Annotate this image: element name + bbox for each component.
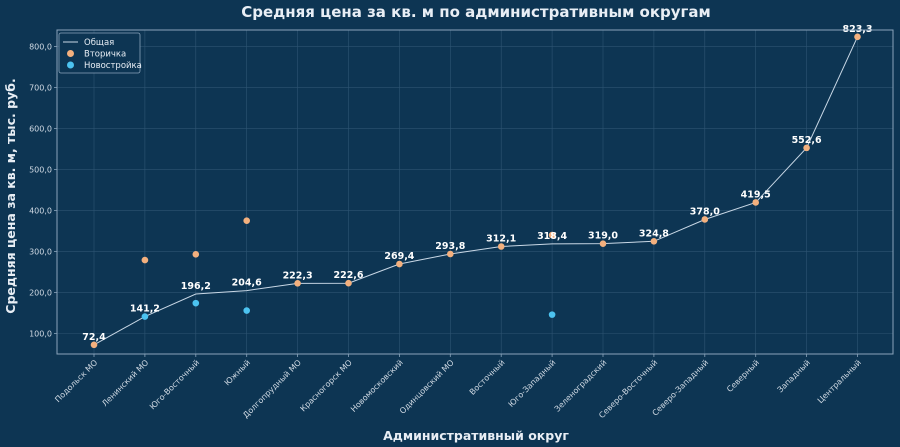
data-label: 204,6 xyxy=(232,278,262,289)
legend: Общая Вторичка Новостройка xyxy=(58,32,142,74)
data-label: 222,3 xyxy=(283,270,313,281)
point-newbuild xyxy=(243,307,250,314)
x-tick-label: Восточный xyxy=(468,358,507,397)
data-label: 269,4 xyxy=(384,251,414,262)
data-labels: 72,4 141,2 196,2 204,6 222,3 222,6 269,4 293,8 3… xyxy=(82,24,872,343)
point-secondary xyxy=(294,280,301,287)
x-tick-label: Центральный xyxy=(816,358,863,405)
x-tick-label: Долгопрудный МО xyxy=(241,358,303,420)
legend-item-general: Общая xyxy=(84,38,114,48)
x-tick-label: Северный xyxy=(725,358,761,394)
series-points xyxy=(90,33,861,349)
point-secondary xyxy=(650,237,658,245)
y-tick-label: 500,0 xyxy=(29,165,52,174)
data-label: 823,3 xyxy=(842,24,872,35)
point-secondary xyxy=(752,199,759,206)
y-tick-label: 800,0 xyxy=(29,42,52,51)
data-label: 72,4 xyxy=(82,332,106,343)
y-tick-label: 400,0 xyxy=(29,206,52,215)
data-label: 378,0 xyxy=(690,206,720,217)
y-tick-label: 600,0 xyxy=(29,124,52,133)
point-newbuild xyxy=(548,311,556,318)
point-secondary xyxy=(803,144,810,152)
x-tick-label: Красногорск МО xyxy=(299,358,354,413)
legend-dot-newbuild xyxy=(67,61,74,69)
point-secondary xyxy=(599,240,607,247)
legend-box xyxy=(58,32,141,74)
data-label: 196,2 xyxy=(181,281,211,292)
point-secondary xyxy=(90,341,98,349)
x-tick-label: Западный xyxy=(776,358,812,394)
point-secondary xyxy=(854,33,861,41)
x-tick-label: Зеленоградский xyxy=(553,358,609,414)
x-tick-label: Юго-Восточный xyxy=(148,358,201,411)
grid xyxy=(57,30,893,354)
legend-item-newbuild: Новостройка xyxy=(84,61,142,71)
series-line xyxy=(93,36,858,346)
y-axis-ticks: 100,0 200,0 300,0 400,0 500,0 600,0 700,0 800,0 xyxy=(29,42,57,338)
data-label: 419,5 xyxy=(741,189,771,200)
x-tick-label: Подольск МО xyxy=(53,358,99,404)
data-label: 293,8 xyxy=(435,241,465,252)
legend-dot-secondary xyxy=(67,50,74,57)
data-label: 141,2 xyxy=(130,304,160,315)
point-secondary xyxy=(548,231,556,239)
point-secondary xyxy=(497,243,505,250)
point-newbuild xyxy=(141,313,149,320)
point-secondary xyxy=(701,216,709,223)
x-tick-label: Новомосковский xyxy=(349,358,405,414)
x-tick-label: Южный xyxy=(223,358,252,387)
data-label: 324,8 xyxy=(639,228,669,239)
y-tick-label: 100,0 xyxy=(29,329,52,338)
point-secondary xyxy=(447,250,454,258)
data-label: 222,6 xyxy=(333,270,363,281)
point-secondary xyxy=(345,279,352,287)
point-newbuild xyxy=(192,299,200,307)
chart-title: Средняя цена за кв. м по административны… xyxy=(241,3,711,21)
x-tick-label: Ленинский МО xyxy=(100,358,150,408)
x-axis-label: Административный округ xyxy=(383,428,569,443)
data-label: 312,1 xyxy=(486,234,516,245)
y-tick-label: 200,0 xyxy=(29,288,52,297)
data-label: 319,0 xyxy=(588,231,618,242)
y-axis-label: Средняя цена за кв. м, тыс. руб. xyxy=(3,78,18,313)
point-secondary xyxy=(192,251,200,258)
legend-item-secondary: Вторичка xyxy=(84,50,126,60)
x-tick-label: Одинцовский МО xyxy=(398,358,456,416)
data-label: 318,4 xyxy=(537,231,567,242)
x-tick-label: Юго-Западный xyxy=(507,358,558,409)
x-tick-label: Северо-Западный xyxy=(650,358,710,418)
data-label: 552,6 xyxy=(792,135,822,146)
y-tick-label: 700,0 xyxy=(29,83,52,92)
y-tick-label: 300,0 xyxy=(29,247,52,256)
plot-frame xyxy=(56,29,894,355)
point-secondary xyxy=(141,256,149,264)
series-line-general xyxy=(93,36,858,346)
point-secondary xyxy=(243,217,250,225)
point-secondary xyxy=(396,260,403,268)
